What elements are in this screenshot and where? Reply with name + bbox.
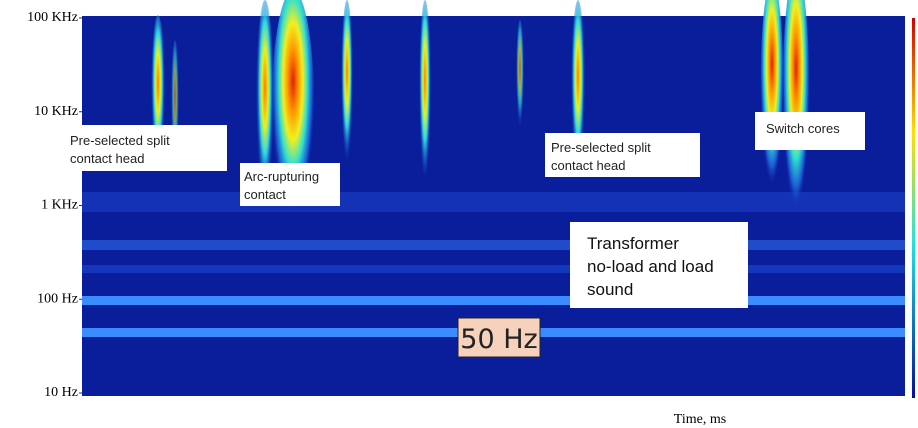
annotation-text: Pre-selected split <box>551 140 651 155</box>
annotation-text: sound <box>587 280 633 299</box>
band <box>82 240 905 250</box>
chart: Pre-selected split contact head Arc-rupt… <box>0 0 918 428</box>
annotation: 50 Hz <box>458 318 540 357</box>
annotation-text: contact head <box>70 151 144 166</box>
annotation: Pre-selected split contact head <box>545 133 700 177</box>
burst <box>419 0 431 200</box>
annotation-text: contact <box>244 187 286 202</box>
burst <box>271 0 315 250</box>
y-tick-label: 100 Hz <box>37 291 78 306</box>
band <box>82 192 905 212</box>
burst <box>341 0 353 180</box>
annotation-text: no-load and load <box>587 257 714 276</box>
colorbar <box>912 18 915 398</box>
y-tick-label: 1 KHz <box>41 198 78 213</box>
y-tick-label: 100 KHz <box>27 10 78 25</box>
annotation-text: Transformer <box>587 234 679 253</box>
y-tick-label: 10 Hz <box>44 385 78 400</box>
annotation: Transformer no-load and load sound <box>570 222 748 308</box>
y-tick-label: 10 KHz <box>34 104 78 119</box>
annotation: Pre-selected split contact head <box>63 125 227 171</box>
annotation-text: Switch cores <box>766 121 840 136</box>
x-axis-label: Time, ms <box>674 412 726 427</box>
burst <box>516 20 524 140</box>
annotation-text: 50 Hz <box>460 324 537 355</box>
annotation-text: Pre-selected split <box>70 133 170 148</box>
band <box>82 265 905 273</box>
annotation: Switch cores <box>755 112 865 150</box>
annotation: Arc-rupturing contact <box>240 163 340 206</box>
annotation-text: Arc-rupturing <box>244 169 319 184</box>
band <box>82 296 905 305</box>
annotation-text: contact head <box>551 158 625 173</box>
